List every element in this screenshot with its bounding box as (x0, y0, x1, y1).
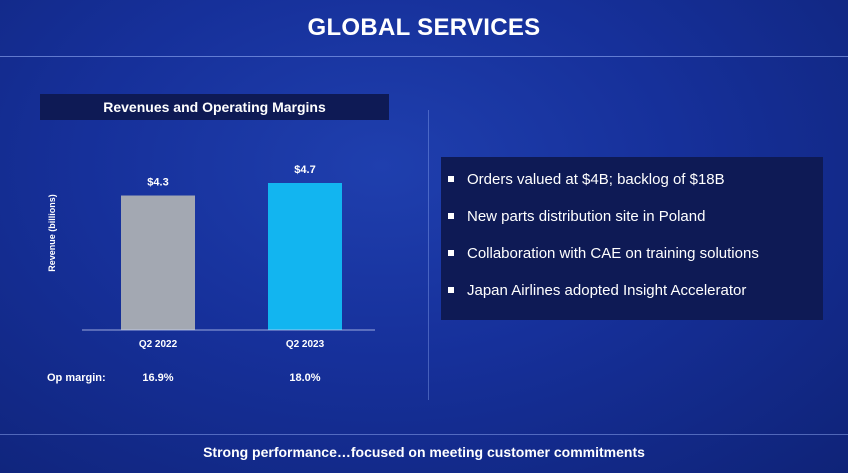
highlight-item: New parts distribution site in Poland (448, 208, 823, 226)
footer-divider (0, 434, 848, 435)
title-divider (0, 56, 848, 57)
highlight-text: Orders valued at $4B; backlog of $18B (467, 171, 725, 188)
highlight-text: Japan Airlines adopted Insight Accelerat… (467, 282, 747, 299)
highlight-item: Japan Airlines adopted Insight Accelerat… (448, 282, 823, 300)
revenue-chart: Revenue (billions) $4.3 Q2 2022 $4.7 Q2 202… (40, 150, 390, 400)
bars-layer: $4.3 Q2 2022 $4.7 Q2 2023 (121, 164, 342, 350)
revenue-chart-svg: Revenue (billions) $4.3 Q2 2022 $4.7 Q2 202… (47, 164, 375, 384)
bar-value-label: $4.7 (294, 164, 315, 176)
op-margin-label: Op margin: (47, 372, 106, 384)
highlight-item: Collaboration with CAE on training solut… (448, 245, 823, 263)
bullet-square-icon (448, 176, 454, 182)
bullet-square-icon (448, 287, 454, 293)
bar-q2-2023 (268, 183, 342, 330)
highlight-item: Orders valued at $4B; backlog of $18B (448, 171, 823, 189)
x-tick-label: Q2 2023 (286, 339, 325, 350)
op-margin-value: 18.0% (289, 372, 320, 384)
bullet-square-icon (448, 250, 454, 256)
highlights-list: Orders valued at $4B; backlog of $18B Ne… (448, 171, 823, 300)
vertical-divider (428, 110, 429, 400)
bullet-square-icon (448, 213, 454, 219)
bar-value-label: $4.3 (147, 177, 168, 189)
x-tick-label: Q2 2022 (139, 339, 178, 350)
page-title: GLOBAL SERVICES (307, 14, 541, 41)
bar-q2-2022 (121, 195, 195, 330)
highlight-text: New parts distribution site in Poland (467, 208, 706, 225)
chart-title: Revenues and Operating Margins (40, 94, 389, 120)
highlights-panel: Orders valued at $4B; backlog of $18B Ne… (441, 157, 823, 320)
op-margin-value: 16.9% (142, 372, 173, 384)
footer-tagline: Strong performance…focused on meeting cu… (203, 444, 645, 460)
highlight-text: Collaboration with CAE on training solut… (467, 245, 759, 262)
y-axis-label: Revenue (billions) (47, 194, 57, 272)
